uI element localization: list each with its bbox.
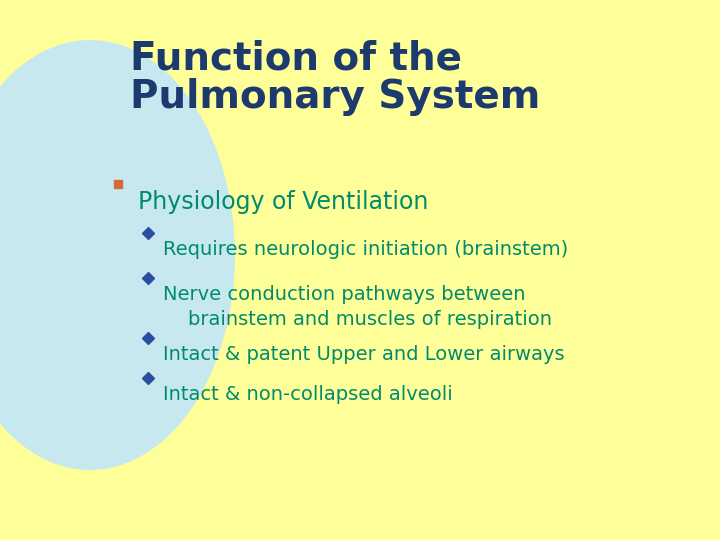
Text: Nerve conduction pathways between
    brainstem and muscles of respiration: Nerve conduction pathways between brains… [163, 285, 552, 329]
Text: Pulmonary System: Pulmonary System [130, 78, 541, 116]
Text: Physiology of Ventilation: Physiology of Ventilation [138, 190, 428, 214]
Text: Intact & non-collapsed alveoli: Intact & non-collapsed alveoli [163, 385, 453, 404]
Text: Function of the: Function of the [130, 40, 462, 78]
Text: Intact & patent Upper and Lower airways: Intact & patent Upper and Lower airways [163, 345, 564, 364]
Text: Requires neurologic initiation (brainstem): Requires neurologic initiation (brainste… [163, 240, 568, 259]
Ellipse shape [0, 40, 235, 470]
